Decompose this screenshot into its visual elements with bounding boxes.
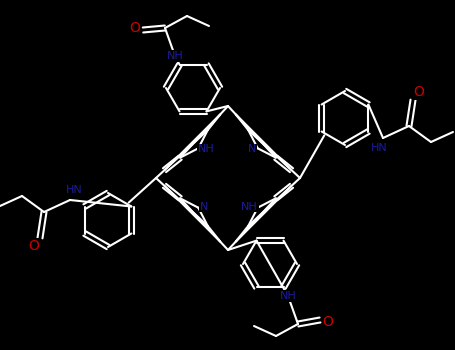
Text: O: O: [130, 21, 141, 35]
Text: NH: NH: [167, 51, 183, 61]
Text: HN: HN: [66, 185, 82, 195]
Text: NH: NH: [280, 291, 296, 301]
Text: O: O: [323, 315, 334, 329]
Text: NH: NH: [241, 202, 258, 212]
Text: N: N: [200, 202, 208, 212]
Text: O: O: [29, 239, 40, 253]
Text: O: O: [414, 85, 425, 99]
Text: N: N: [248, 144, 256, 154]
Text: NH: NH: [198, 144, 215, 154]
Text: HN: HN: [371, 143, 387, 153]
